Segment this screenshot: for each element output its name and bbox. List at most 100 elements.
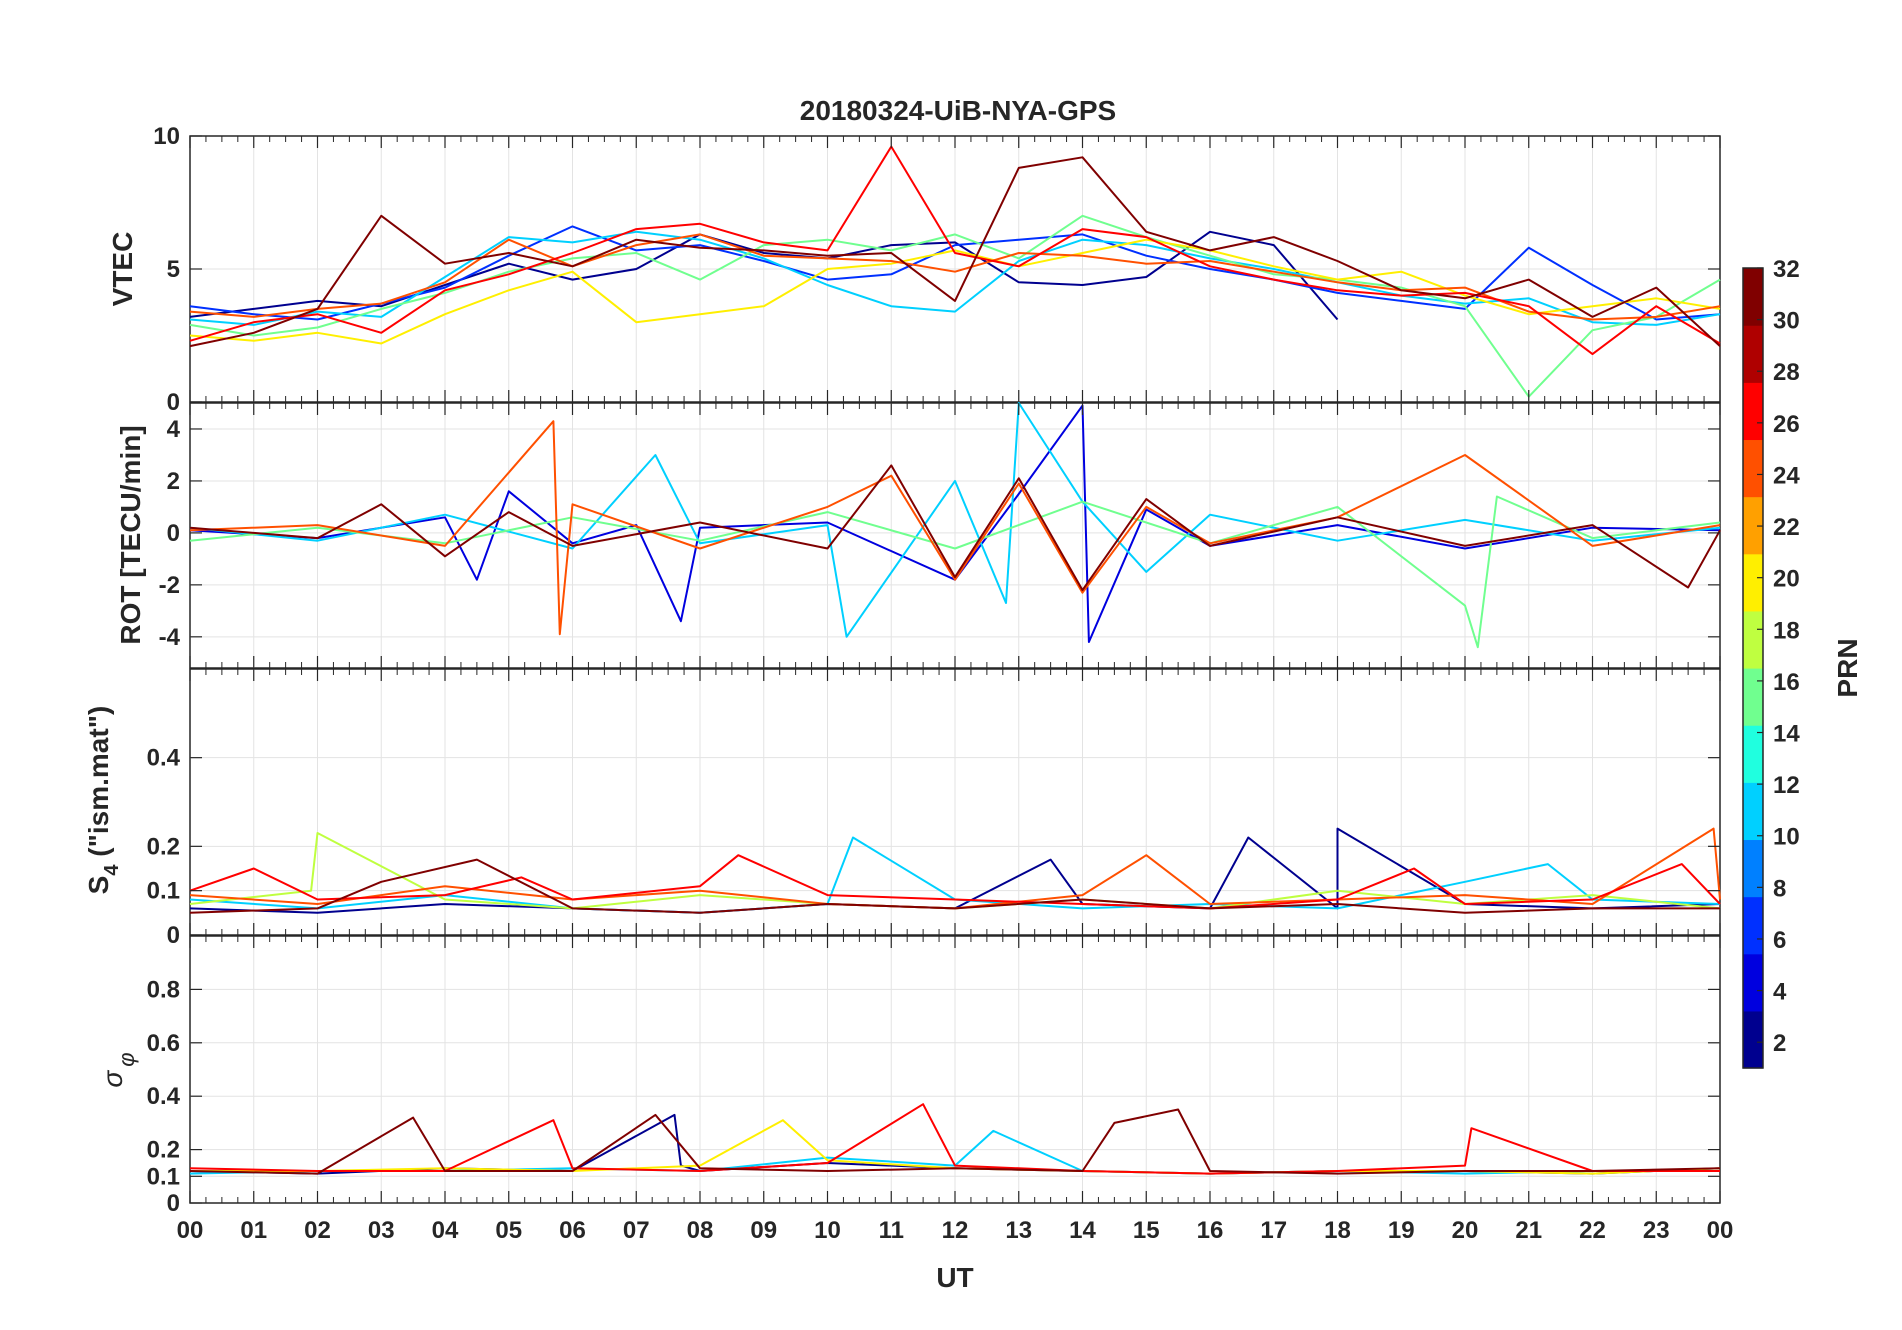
colorbar-band xyxy=(1743,896,1763,955)
colorbar-band xyxy=(1743,268,1763,326)
panel-vtec-ylabel: VTEC xyxy=(107,232,138,307)
colorbar-tick-label: 24 xyxy=(1773,462,1800,489)
panel-vtec-lines xyxy=(189,145,1721,398)
x-tick-label: 20 xyxy=(1452,1217,1479,1244)
series-line-prn-11 xyxy=(189,230,1721,326)
x-tick-label: 10 xyxy=(814,1217,841,1244)
panel-sigma-phi-ylabel-main: σ xyxy=(97,1070,128,1088)
colorbar-tick-label: 16 xyxy=(1773,669,1800,696)
x-tick-label: 08 xyxy=(687,1217,714,1244)
series-line-prn-4 xyxy=(189,404,1721,643)
series-line-prn-2 xyxy=(189,827,1721,914)
y-tick-label: 4 xyxy=(167,416,181,443)
y-tick-label: 2 xyxy=(167,468,180,495)
panel-sigma-phi-grid xyxy=(190,936,1720,1203)
colorbar-band xyxy=(1743,782,1763,841)
y-tick-label: 0 xyxy=(167,1190,180,1217)
x-tick-label: 11 xyxy=(879,1217,904,1244)
y-tick-label: -4 xyxy=(159,624,181,651)
colorbar-band xyxy=(1743,325,1763,383)
panel-sigma-phi: 00.10.2 0.4 0.6 0.8 σφ xyxy=(97,935,1721,1217)
series-line-prn-31 xyxy=(189,858,1720,914)
y-tick-label: 0 xyxy=(167,922,180,949)
series-line-prn-7 xyxy=(189,225,1721,321)
y-tick-label: 0.8 xyxy=(147,976,180,1003)
y-tick-label: 0.4 xyxy=(147,745,181,772)
colorbar-band xyxy=(1743,610,1763,669)
y-tick-label: 0.1 xyxy=(147,1163,180,1190)
x-axis: 00 01 02 03 04 05 06 07 08 09 10 11 12 13 14 15 16 17 18 19… xyxy=(177,1217,1734,1244)
colorbar-tick-label: 6 xyxy=(1773,927,1786,954)
x-tick-label: 23 xyxy=(1643,1217,1670,1244)
colorbar-band xyxy=(1743,668,1763,726)
y-tick-label: -2 xyxy=(159,572,180,599)
x-tick-label: 13 xyxy=(1005,1217,1032,1244)
panel-rot-lines xyxy=(189,402,1721,649)
y-tick-label: 5 xyxy=(167,256,180,283)
colorbar-band xyxy=(1743,953,1763,1012)
colorbar-tick-label: 4 xyxy=(1773,979,1787,1006)
colorbar-tick-label: 30 xyxy=(1773,308,1800,335)
colorbar-band xyxy=(1743,553,1763,612)
series-line-prn-31 xyxy=(189,156,1721,348)
x-tick-label: 05 xyxy=(495,1217,522,1244)
y-tick-label: 0.6 xyxy=(147,1030,180,1057)
x-tick-label: 04 xyxy=(432,1217,459,1244)
x-tick-label: 03 xyxy=(368,1217,395,1244)
panel-s4-ylabel-main: S xyxy=(83,876,114,895)
x-tick-label: 18 xyxy=(1324,1217,1351,1244)
colorbar-frame xyxy=(1742,267,1764,1069)
colorbar-label: PRN xyxy=(1832,638,1863,697)
panel-s4-ylabel-tail: ("ism.mat") xyxy=(83,706,114,865)
panel-s4-ticks: 0 0.1 0.2 0.4 xyxy=(147,669,1721,949)
panel-s4-grid xyxy=(190,669,1720,935)
x-tick-label: 07 xyxy=(623,1217,650,1244)
x-tick-label: 02 xyxy=(304,1217,331,1244)
y-tick-label: 0.1 xyxy=(147,878,180,905)
x-tick-label: 19 xyxy=(1388,1217,1415,1244)
x-tick-label: 12 xyxy=(942,1217,969,1244)
x-tick-label: 01 xyxy=(240,1217,267,1244)
panel-rot-ylabel: ROT [TECU/min] xyxy=(115,425,146,644)
panel-sigma-phi-lines xyxy=(189,1103,1721,1175)
series-line-prn-16 xyxy=(189,214,1721,398)
x-tick-label: 17 xyxy=(1260,1217,1287,1244)
panel-vtec-ticks: 0 5 10 xyxy=(153,123,1721,416)
y-tick-label: 10 xyxy=(153,123,180,150)
y-tick-label: 0.2 xyxy=(147,833,180,860)
colorbar-tick-label: 12 xyxy=(1773,772,1800,799)
colorbar-tick-label: 10 xyxy=(1773,824,1800,851)
colorbar-tick-label: 32 xyxy=(1773,256,1800,283)
y-tick-label: 0.4 xyxy=(147,1083,181,1110)
y-tick-label: 0 xyxy=(167,520,180,547)
colorbar-band xyxy=(1743,439,1763,498)
panel-rot-ticks: -4 -2 0 2 4 xyxy=(159,403,1721,668)
series-line-prn-31 xyxy=(189,464,1721,592)
x-tick-label: 06 xyxy=(559,1217,586,1244)
series-line-prn-27 xyxy=(189,854,1721,910)
series-line-prn-2 xyxy=(189,230,1339,321)
series-line-prn-16 xyxy=(189,495,1721,649)
colorbar-tick-label: 26 xyxy=(1773,411,1800,438)
colorbar-tick-label: 22 xyxy=(1773,514,1800,541)
panel-rot: -4 -2 0 2 4 ROT [TECU/min] xyxy=(115,402,1721,669)
panel-s4-ylabel: S4 ("ism.mat") xyxy=(83,706,123,895)
y-tick-label: 0 xyxy=(167,389,180,416)
colorbar-tick-label: 20 xyxy=(1773,566,1800,593)
series-line-prn-27 xyxy=(189,1103,1720,1175)
x-tick-label: 00 xyxy=(1707,1217,1734,1244)
x-tick-label: 14 xyxy=(1069,1217,1096,1244)
panel-vtec: 0 5 10 VTEC xyxy=(107,123,1721,416)
x-tick-label: 22 xyxy=(1579,1217,1606,1244)
series-line-prn-27 xyxy=(189,145,1721,356)
colorbar-bands xyxy=(1743,268,1763,1069)
colorbar-tick-label: 28 xyxy=(1773,359,1800,386)
chart-title: 20180324-UiB-NYA-GPS xyxy=(800,95,1116,126)
x-tick-label: 09 xyxy=(750,1217,777,1244)
series-line-prn-24 xyxy=(189,233,1721,321)
x-tick-label: 16 xyxy=(1197,1217,1224,1244)
colorbar-band xyxy=(1743,1010,1763,1069)
